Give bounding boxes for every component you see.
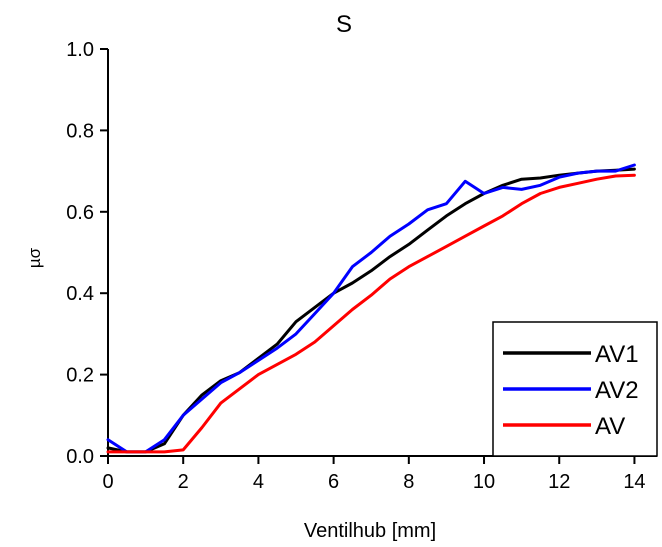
x-tick-label: 14 (623, 471, 645, 493)
series-line-av1 (106, 167, 636, 454)
x-tick-label: 8 (403, 471, 414, 493)
y-tick-label: 0.2 (66, 365, 94, 387)
x-tick-label: 6 (328, 471, 339, 493)
series-line-av2 (106, 163, 636, 454)
legend-label-av2: AV2 (595, 377, 639, 404)
legend-label-av1: AV1 (595, 341, 639, 368)
y-tick-label: 0.0 (66, 446, 94, 468)
plot-area: 0.0 0.2 0.4 0.6 0.8 1.0 0 2 4 6 8 10 12 14 (66, 39, 657, 493)
x-tick-label: 4 (253, 471, 264, 493)
legend-label-av: AV (595, 413, 625, 440)
y-tick-label: 1.0 (66, 39, 94, 61)
y-axis-label: µσ (25, 247, 44, 268)
x-axis-label: Ventilhub [mm] (304, 520, 436, 542)
y-tick-label: 0.4 (66, 283, 94, 305)
y-tick-label: 0.8 (66, 120, 94, 142)
y-tick-label: 0.6 (66, 202, 94, 224)
x-tick-label: 0 (102, 471, 113, 493)
x-tick-label: 10 (473, 471, 495, 493)
chart-title: S (336, 11, 352, 38)
series-line-av (106, 173, 636, 454)
x-tick-label: 2 (178, 471, 189, 493)
legend: AV1 AV2 AV (492, 321, 658, 457)
x-tick-label: 12 (548, 471, 570, 493)
